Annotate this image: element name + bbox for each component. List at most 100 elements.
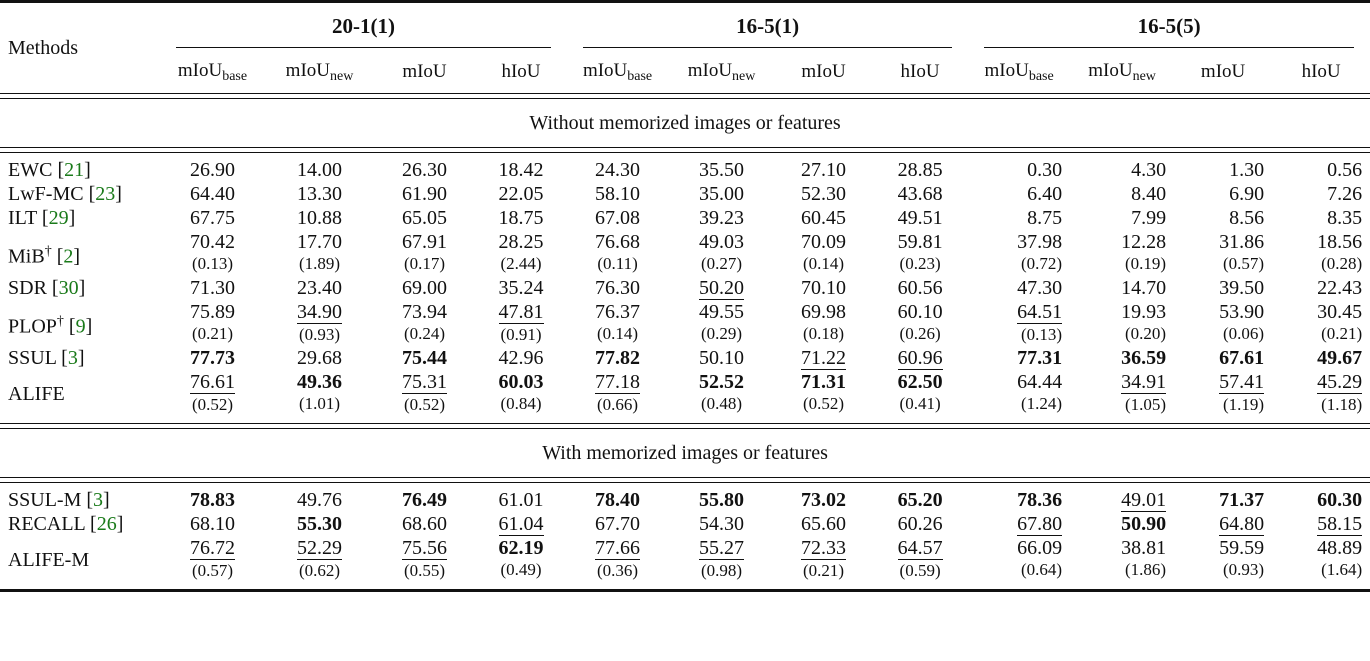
value-cell: 18.75 [475,207,567,231]
metric-value: 37.98 [1017,231,1063,253]
std-dev: (0.26) [899,324,941,343]
std-dev: (0.20) [1125,324,1167,343]
metric-value: 4.30 [1131,159,1167,181]
citation-link[interactable]: 30 [58,277,79,299]
metric-value: 52.52 [699,371,745,393]
value-cell: 77.73 [160,347,265,371]
metric-value: 27.10 [801,159,847,181]
method-cell: EWC [21] [8,159,91,181]
citation-link[interactable]: 3 [93,489,104,511]
metric-value: 77.31 [1017,347,1063,369]
value-cell: 7.99 [1070,207,1174,231]
value-cell: 73.94 (0.24) [374,301,475,347]
double-rule [0,147,1370,153]
value-cell: 64.44 (1.24) [968,371,1070,424]
std-dev: (0.18) [803,324,845,343]
metric-value: 34.90 [297,301,342,324]
value-cell: 0.56 [1272,153,1370,184]
dagger-mark: † [44,243,52,259]
std-dev: (0.93) [1223,560,1265,579]
metric-value: 49.67 [1317,347,1363,369]
value-cell: 26.90 [160,153,265,184]
value-cell: 77.66 (0.36) [567,537,668,591]
method-cell: SDR [30] [8,277,86,299]
value-cell: 12.28 (0.19) [1070,231,1174,277]
metric-value: 18.56 [1317,231,1363,253]
value-cell: 1.30 [1174,153,1272,184]
metric-value: 60.03 [498,371,544,393]
citation-link[interactable]: 2 [63,245,74,268]
citation-link[interactable]: 23 [95,183,116,205]
metric-value: 77.73 [190,347,235,369]
std-dev: (0.21) [1321,324,1363,343]
citation-link[interactable]: 21 [64,159,85,181]
citation-link[interactable]: 3 [67,347,78,369]
table-row: LwF-MC [23] 64.40 13.30 61.90 22.05 58.10 35.0… [0,183,1370,207]
std-dev: (0.57) [191,561,234,580]
metric-value: 39.23 [699,207,745,229]
value-cell: 60.03 (0.84) [475,371,567,424]
metric-header: mIoUnew [668,51,775,94]
metric-value: 59.81 [897,231,943,253]
metric-value: 71.31 [801,371,847,393]
value-cell: 24.30 [567,153,668,184]
metric-value: 22.43 [1317,277,1363,299]
metric-name: hIoU [900,61,940,82]
std-dev: (0.52) [803,394,845,413]
metric-value: 17.70 [297,231,342,253]
metric-value: 65.60 [801,513,847,535]
metric-value: 49.03 [699,231,745,253]
std-dev: (1.19) [1223,395,1265,414]
metric-value: 26.30 [402,159,447,181]
std-dev: (0.23) [899,254,941,273]
citation-link[interactable]: 29 [48,207,69,229]
metric-value: 26.90 [190,159,235,181]
table-row: RECALL [26] 68.10 55.30 68.60 61.04 67.70 54.3… [0,513,1370,537]
metric-value: 49.51 [897,207,943,229]
metric-header: mIoU [374,51,475,94]
value-cell: 65.60 [775,513,872,537]
metric-header: hIoU [475,51,567,94]
value-cell: 60.10 (0.26) [872,301,968,347]
value-cell: 69.98 (0.18) [775,301,872,347]
metric-value: 36.59 [1121,347,1167,369]
metric-value: 23.40 [297,277,342,299]
value-cell: 22.05 [475,183,567,207]
citation-link[interactable]: 26 [96,513,117,535]
value-cell: 65.20 [872,483,968,514]
metric-value: 50.10 [699,347,745,369]
metric-value: 66.09 [1017,537,1063,559]
metric-header: hIoU [1272,51,1370,94]
value-cell: 28.25 (2.44) [475,231,567,277]
std-dev: (0.28) [1321,254,1363,273]
metric-header: mIoUnew [265,51,374,94]
value-cell: 59.59 (0.93) [1174,537,1272,591]
value-cell: 4.30 [1070,153,1174,184]
value-cell: 57.41 (1.19) [1174,371,1272,424]
metric-value: 65.05 [402,207,447,229]
section-header-row: With memorized images or features [0,429,1370,478]
metric-value: 30.45 [1317,301,1363,323]
method-name: ALIFE-M [8,549,90,571]
metric-name: mIoU [582,59,628,81]
std-dev: (0.11) [597,254,638,273]
value-cell: 6.40 [968,183,1070,207]
dagger-mark: † [56,313,64,329]
std-dev: (0.21) [191,324,234,343]
value-cell: 67.91 (0.17) [374,231,475,277]
std-dev: (0.36) [597,561,639,580]
metric-value: 68.60 [402,513,447,535]
method-name: MiB [8,245,45,268]
metric-value: 38.81 [1121,537,1167,559]
value-cell: 66.09 (0.64) [968,537,1070,591]
metric-value: 60.10 [897,301,943,323]
value-cell: 6.90 [1174,183,1272,207]
metric-value: 29.68 [297,347,342,369]
citation-link[interactable]: 9 [75,315,86,338]
std-dev: (0.17) [403,254,446,273]
metric-header: hIoU [872,51,968,94]
section-title: Without memorized images or features [529,111,841,134]
value-cell: 17.70 (1.89) [265,231,374,277]
value-cell: 59.81 (0.23) [872,231,968,277]
metric-value: 49.76 [297,489,342,511]
